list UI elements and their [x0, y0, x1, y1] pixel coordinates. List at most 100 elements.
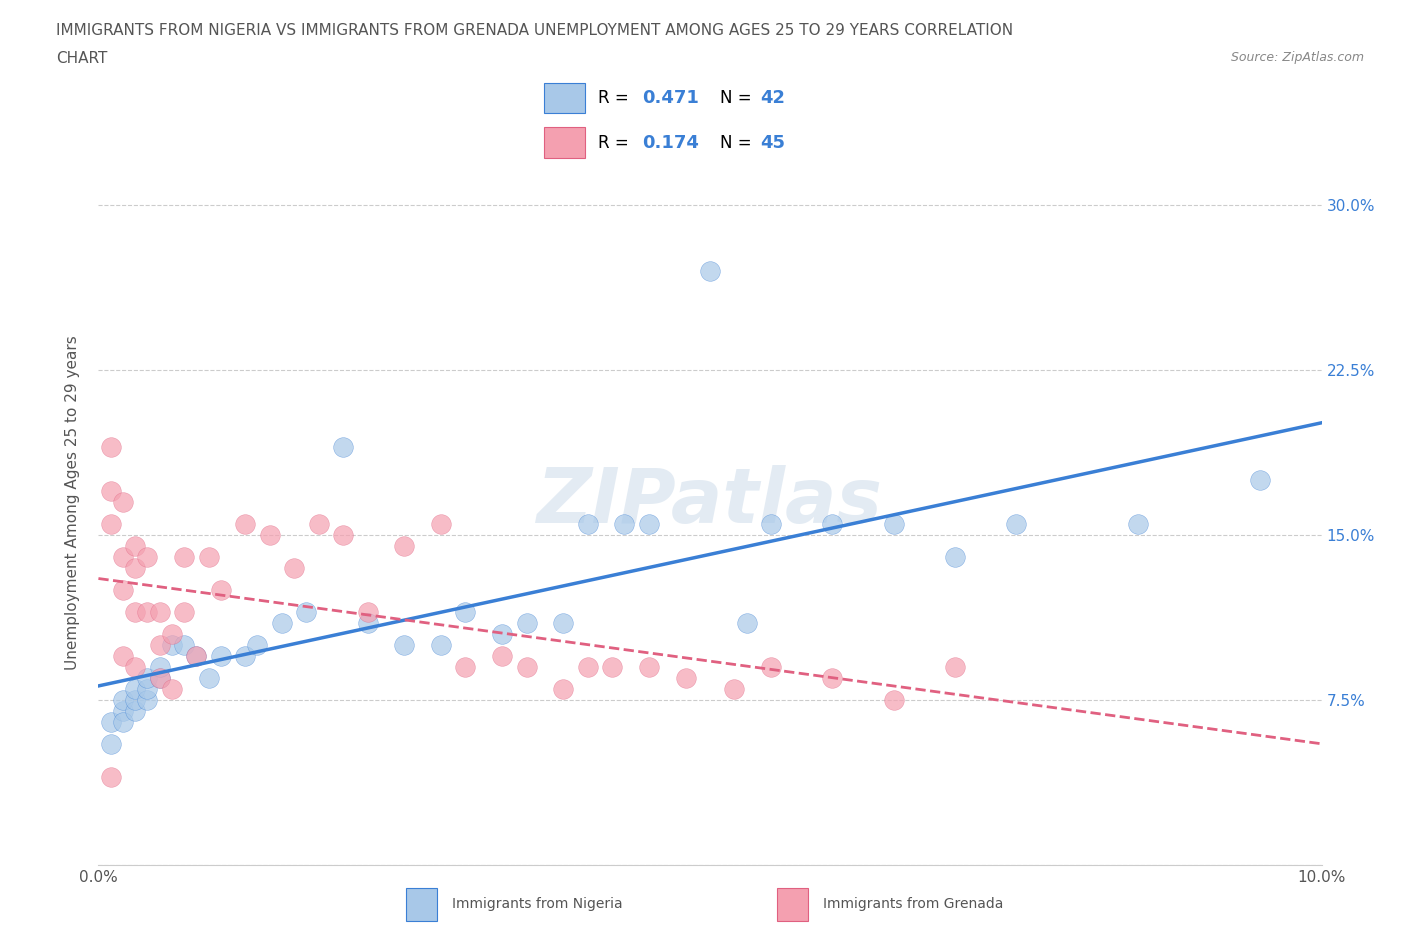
Point	[332, 527, 354, 542]
Point	[430, 517, 453, 532]
FancyBboxPatch shape	[544, 127, 585, 158]
Point	[124, 561, 146, 576]
Point	[100, 484, 122, 498]
Point	[516, 659, 538, 674]
Point	[111, 550, 134, 565]
Point	[454, 659, 477, 674]
Point	[553, 616, 575, 631]
Point	[576, 659, 599, 674]
Point	[246, 638, 269, 653]
Point	[392, 538, 416, 553]
Text: 45: 45	[761, 134, 786, 152]
Point	[136, 693, 159, 708]
Text: 0.471: 0.471	[643, 89, 699, 107]
Point	[1249, 472, 1271, 487]
Point	[173, 604, 195, 619]
Text: Immigrants from Grenada: Immigrants from Grenada	[824, 897, 1004, 911]
Text: Immigrants from Nigeria: Immigrants from Nigeria	[453, 897, 623, 911]
Point	[197, 550, 219, 565]
Point	[454, 604, 477, 619]
Point	[149, 604, 172, 619]
Point	[111, 714, 134, 729]
Text: CHART: CHART	[56, 51, 108, 66]
Point	[136, 671, 159, 685]
Point	[186, 648, 208, 663]
Point	[821, 517, 844, 532]
Point	[124, 704, 146, 719]
Text: IMMIGRANTS FROM NIGERIA VS IMMIGRANTS FROM GRENADA UNEMPLOYMENT AMONG AGES 25 TO: IMMIGRANTS FROM NIGERIA VS IMMIGRANTS FR…	[56, 23, 1014, 38]
Point	[430, 638, 453, 653]
FancyBboxPatch shape	[778, 887, 808, 921]
Point	[883, 693, 905, 708]
Point	[149, 638, 172, 653]
Point	[270, 616, 292, 631]
Point	[100, 769, 122, 784]
Text: N =: N =	[720, 89, 756, 107]
Point	[173, 550, 195, 565]
Point	[124, 682, 146, 697]
Point	[735, 616, 758, 631]
Point	[759, 517, 782, 532]
Point	[100, 440, 122, 455]
Point	[1004, 517, 1026, 532]
Point	[160, 682, 183, 697]
Point	[136, 550, 159, 565]
Point	[124, 604, 146, 619]
Point	[149, 671, 172, 685]
Point	[100, 517, 122, 532]
Point	[283, 561, 305, 576]
Point	[943, 550, 966, 565]
Point	[100, 714, 122, 729]
Text: R =: R =	[599, 134, 634, 152]
Point	[356, 604, 378, 619]
Point	[883, 517, 905, 532]
Point	[259, 527, 281, 542]
Point	[675, 671, 697, 685]
Point	[491, 627, 513, 642]
Point	[516, 616, 538, 631]
FancyBboxPatch shape	[405, 887, 436, 921]
Point	[759, 659, 782, 674]
Point	[136, 604, 159, 619]
Point	[392, 638, 416, 653]
Point	[111, 648, 134, 663]
Point	[111, 495, 134, 510]
Point	[637, 659, 661, 674]
Text: ZIPatlas: ZIPatlas	[537, 465, 883, 539]
Point	[111, 583, 134, 598]
Point	[356, 616, 378, 631]
FancyBboxPatch shape	[544, 83, 585, 113]
Text: 0.174: 0.174	[643, 134, 699, 152]
Point	[149, 659, 172, 674]
Point	[160, 638, 183, 653]
Point	[943, 659, 966, 674]
Point	[160, 627, 183, 642]
Point	[149, 671, 172, 685]
Point	[699, 264, 721, 279]
Point	[111, 704, 134, 719]
Point	[576, 517, 599, 532]
Point	[209, 583, 232, 598]
Point	[233, 648, 256, 663]
Point	[173, 638, 195, 653]
Text: 42: 42	[761, 89, 786, 107]
Point	[124, 693, 146, 708]
Point	[197, 671, 219, 685]
Point	[233, 517, 256, 532]
Point	[124, 659, 146, 674]
Y-axis label: Unemployment Among Ages 25 to 29 years: Unemployment Among Ages 25 to 29 years	[65, 335, 80, 670]
Point	[821, 671, 844, 685]
Point	[637, 517, 661, 532]
Point	[723, 682, 745, 697]
Point	[186, 648, 208, 663]
Point	[111, 693, 134, 708]
Point	[124, 538, 146, 553]
Point	[209, 648, 232, 663]
Point	[553, 682, 575, 697]
Text: N =: N =	[720, 134, 756, 152]
Point	[100, 737, 122, 751]
Text: R =: R =	[599, 89, 634, 107]
Point	[1128, 517, 1150, 532]
Point	[136, 682, 159, 697]
Point	[613, 517, 636, 532]
